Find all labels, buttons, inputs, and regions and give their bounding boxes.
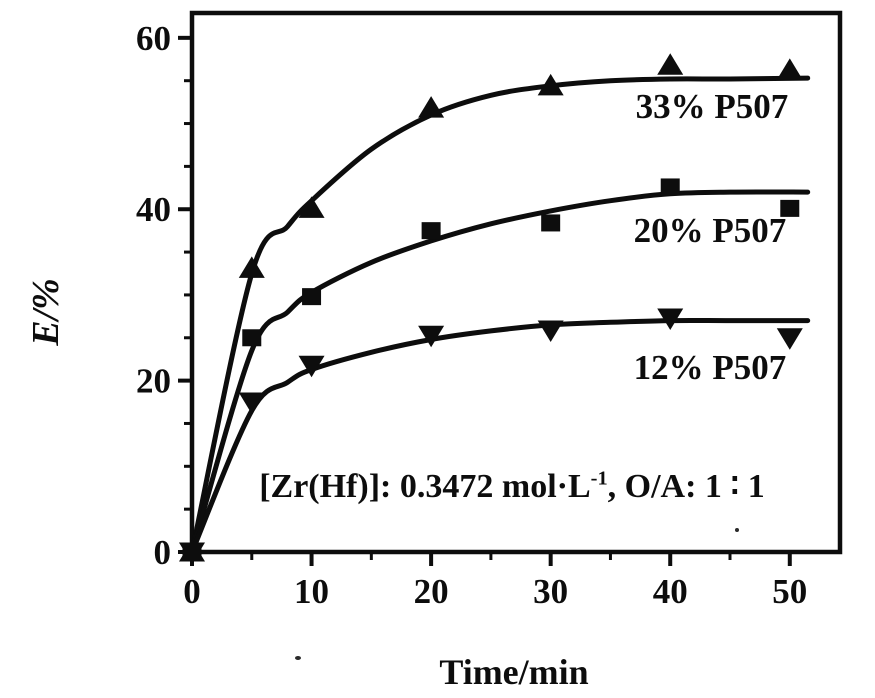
- x-tick-label: 40: [653, 572, 688, 611]
- marker-triangle-down-12-p507: [238, 392, 265, 415]
- y-tick-label: 0: [154, 533, 172, 572]
- marker-square-20-p507: [302, 288, 322, 306]
- annotation-superscript-exponent: -1: [590, 467, 608, 490]
- marker-triangle-down-12-p507: [418, 325, 445, 348]
- y-tick-label: 60: [136, 19, 171, 58]
- x-tick-label: 50: [772, 572, 807, 611]
- marker-square-20-p507: [660, 178, 680, 196]
- series-label-12-p507: 12% P507: [633, 348, 787, 387]
- marker-square-20-p507: [541, 214, 561, 232]
- series-label-33-p507: 33% P507: [635, 87, 789, 126]
- marker-square-20-p507: [421, 222, 441, 240]
- marker-triangle-down-12-p507: [537, 320, 564, 343]
- marker-triangle-down-12-p507: [776, 328, 803, 350]
- marker-triangle-up-33-p507: [418, 96, 445, 118]
- print-artifact-dot: [735, 528, 739, 532]
- annotation-text-prefix: [Zr(Hf)]: 0.3472 mol·L: [259, 468, 591, 505]
- marker-triangle-up-33-p507: [298, 196, 325, 218]
- condition-annotation: [Zr(Hf)]: 0.3472 mol·L-1, O/A: 1 ∶ 1: [259, 466, 765, 506]
- x-tick-label: 20: [414, 572, 449, 611]
- marker-triangle-down-12-p507: [298, 355, 325, 378]
- y-tick-label: 40: [136, 190, 171, 229]
- marker-triangle-down-12-p507: [657, 308, 684, 331]
- x-tick-label: 30: [533, 572, 568, 611]
- plot-frame: [189, 10, 843, 555]
- marker-triangle-up-33-p507: [657, 53, 684, 75]
- y-tick-label: 20: [136, 362, 171, 401]
- print-artifact-dot: [295, 656, 301, 660]
- annotation-text-suffix: , O/A: 1 ∶ 1: [607, 468, 765, 505]
- x-axis-label: Time/min: [439, 652, 589, 692]
- marker-triangle-up-33-p507: [238, 256, 265, 278]
- marker-square-20-p507: [242, 329, 262, 347]
- marker-triangle-up-33-p507: [776, 58, 803, 80]
- x-tick-label: 0: [183, 572, 201, 611]
- marker-square-20-p507: [780, 199, 800, 217]
- y-axis-label: E/%: [25, 278, 67, 346]
- x-tick-label: 10: [294, 572, 329, 611]
- series-label-20-p507: 20% P507: [633, 211, 787, 250]
- marker-triangle-up-33-p507: [537, 73, 564, 96]
- marker-triangle-down-12-p507: [179, 542, 205, 564]
